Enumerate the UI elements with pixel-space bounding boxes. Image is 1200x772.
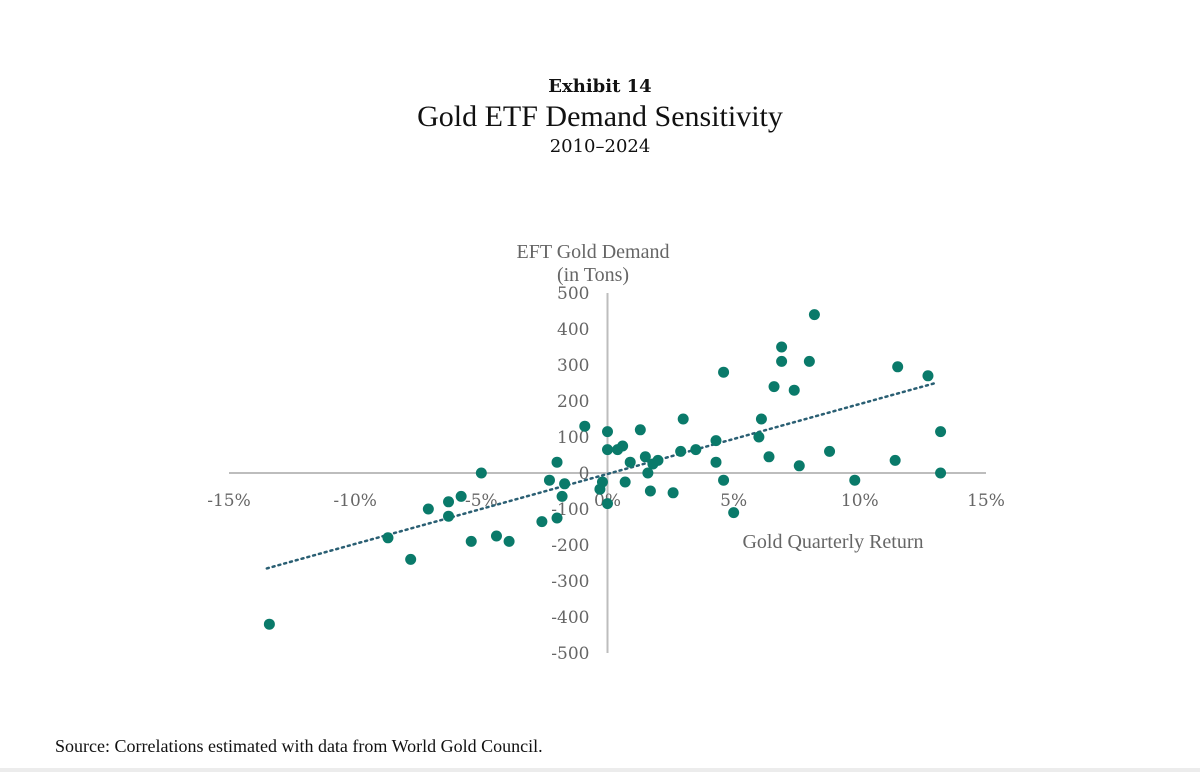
data-point (667, 487, 679, 499)
data-point (889, 454, 901, 466)
data-point (642, 467, 654, 479)
data-point (675, 445, 687, 457)
data-point (443, 510, 455, 522)
data-point (710, 456, 722, 468)
y-tick-label: -300 (551, 572, 589, 592)
x-tick-label: -15% (207, 491, 251, 511)
data-point (935, 426, 947, 438)
data-point (465, 535, 477, 547)
y-axis-title-line1: EFT Gold Demand (517, 241, 670, 263)
y-tick-label: 0 (579, 464, 590, 484)
data-point (602, 498, 613, 510)
exhibit-label: Exhibit 14 (548, 76, 652, 97)
y-tick-label: 500 (557, 284, 589, 304)
data-point (596, 476, 608, 488)
data-point (768, 381, 780, 393)
data-point (490, 530, 502, 542)
axis-titles: EFT Gold Demand (in Tons) Gold Quarterly… (517, 241, 924, 553)
data-point (652, 454, 664, 466)
data-point (579, 420, 591, 432)
y-tick-label: 300 (557, 356, 589, 376)
data-point (624, 456, 636, 468)
data-point (690, 444, 702, 456)
chart-subtitle: 2010–2024 (549, 136, 651, 157)
data-point (793, 460, 805, 472)
data-point (755, 413, 767, 425)
data-point (808, 309, 820, 321)
x-tick-label: -5% (465, 491, 498, 511)
data-point (263, 618, 275, 630)
data-point (677, 413, 689, 425)
data-point (763, 451, 775, 463)
data-point (405, 553, 417, 565)
data-point (619, 476, 631, 488)
data-point (644, 485, 656, 497)
data-point (776, 355, 788, 367)
data-point (617, 440, 629, 452)
data-point (551, 456, 563, 468)
data-point (443, 496, 455, 508)
data-points (263, 309, 947, 630)
data-point (602, 426, 613, 438)
data-point (803, 355, 815, 367)
data-point (710, 435, 722, 447)
data-point (382, 532, 394, 544)
data-point (475, 467, 487, 479)
trendline (265, 381, 937, 570)
x-tick-label: 10% (841, 491, 879, 511)
data-point (634, 424, 646, 436)
y-tick-label: -500 (551, 644, 589, 664)
data-point (718, 474, 730, 486)
data-point (849, 474, 861, 486)
data-point (639, 451, 651, 463)
bottom-divider (0, 768, 1200, 772)
data-point (824, 445, 836, 457)
data-point (728, 507, 740, 519)
y-axis-title-line2: (in Tons) (557, 264, 629, 286)
x-tick-label: -10% (333, 491, 377, 511)
x-tick-label: 5% (720, 491, 747, 511)
y-tick-label: 200 (557, 392, 589, 412)
data-point (776, 341, 788, 353)
chart-title: Gold ETF Demand Sensitivity (417, 100, 783, 133)
data-point (422, 503, 434, 515)
data-point (753, 431, 765, 443)
data-point (559, 478, 571, 490)
data-point (503, 535, 515, 547)
data-point (556, 490, 568, 502)
data-point (551, 512, 563, 524)
trendline-group (265, 381, 937, 570)
data-point (602, 444, 613, 456)
data-point (455, 490, 467, 502)
x-tick-label: 15% (967, 491, 1005, 511)
y-tick-label: -400 (551, 608, 589, 628)
x-axis-title: Gold Quarterly Return (742, 531, 923, 553)
data-point (788, 384, 800, 396)
data-point (718, 366, 730, 378)
data-point (922, 370, 934, 382)
source-note: Source: Correlations estimated with data… (55, 736, 543, 756)
data-point (892, 361, 904, 373)
y-tick-label: 400 (557, 320, 589, 340)
y-tick-label: -200 (551, 536, 589, 556)
y-tick-label: 100 (557, 428, 589, 448)
data-point (536, 516, 548, 528)
data-point (935, 467, 947, 479)
data-point (543, 474, 555, 486)
